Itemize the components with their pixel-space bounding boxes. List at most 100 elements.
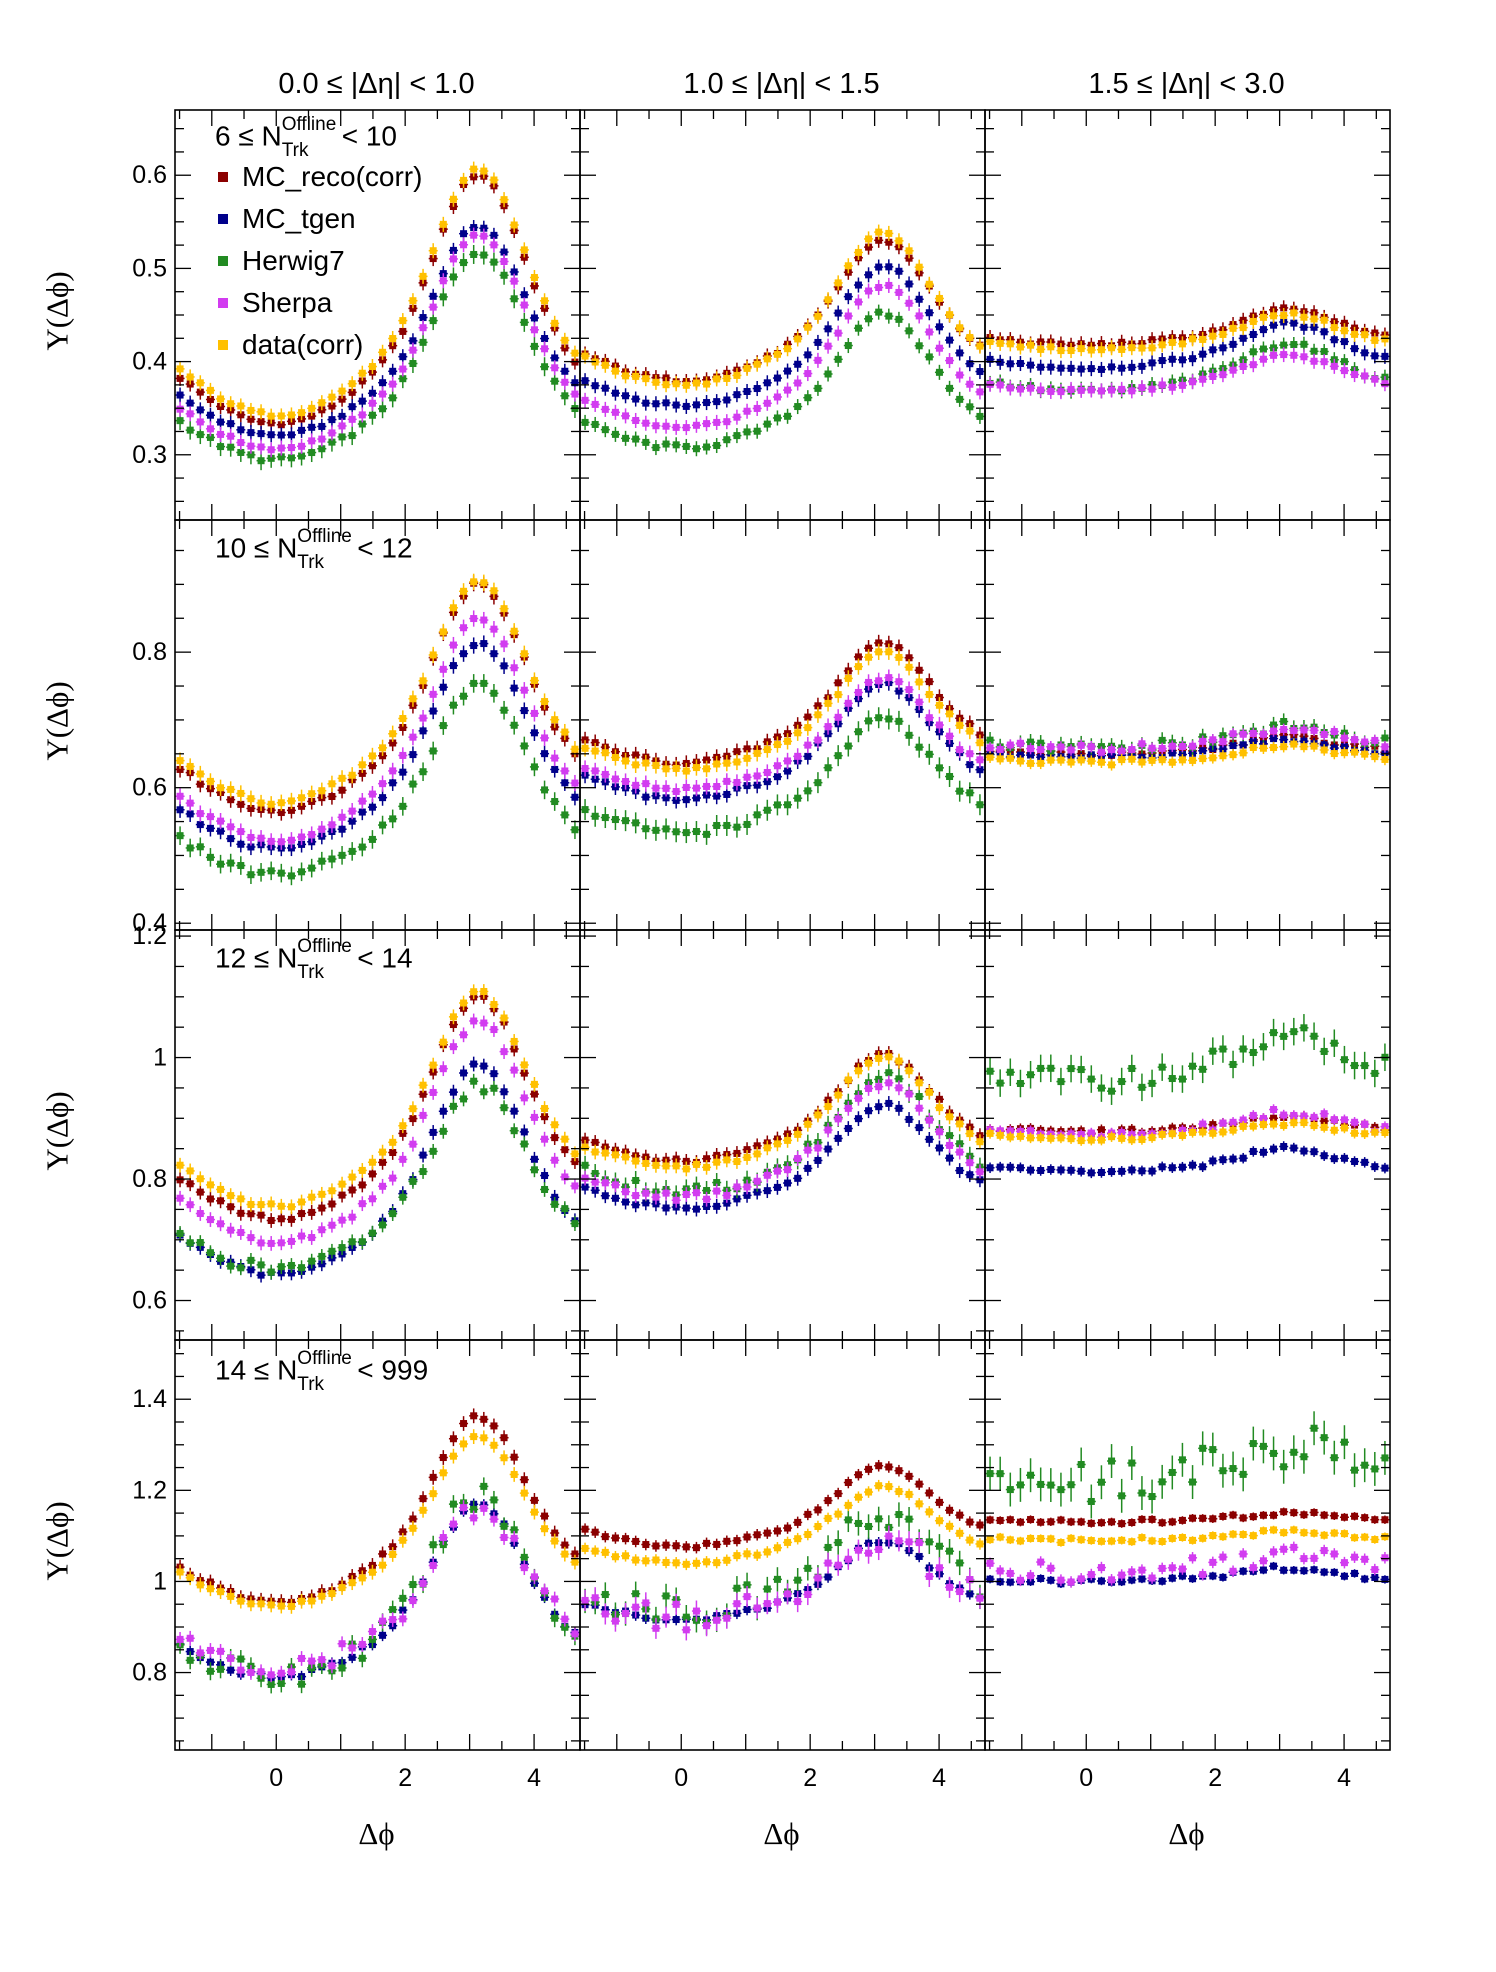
data-point-mc-tgen <box>389 779 397 787</box>
data-point-mc-reco-corr- <box>885 238 893 246</box>
data-point-mc-tgen <box>581 1183 589 1191</box>
data-point-mc-reco-corr- <box>399 327 407 335</box>
data-point-data-corr- <box>358 1166 366 1174</box>
data-point-mc-reco-corr- <box>915 666 923 674</box>
data-point-sherpa <box>308 437 316 445</box>
data-point-data-corr- <box>348 1173 356 1181</box>
data-point-sherpa <box>581 765 589 773</box>
data-point-mc-tgen <box>571 379 579 387</box>
data-point-herwig7 <box>905 327 913 335</box>
data-point-mc-tgen <box>784 367 792 375</box>
data-point-mc-tgen <box>834 1134 842 1142</box>
data-point-sherpa <box>1239 730 1247 738</box>
data-point-data-corr- <box>217 784 225 792</box>
data-point-sherpa <box>237 439 245 447</box>
data-point-sherpa <box>905 299 913 307</box>
data-point-data-corr- <box>551 1121 559 1129</box>
data-point-sherpa <box>237 1229 245 1237</box>
data-point-mc-tgen <box>1057 1166 1065 1174</box>
data-point-mc-reco-corr- <box>561 344 569 352</box>
data-point-mc-reco-corr- <box>338 786 346 794</box>
data-point-sherpa <box>389 380 397 388</box>
data-point-sherpa <box>905 1090 913 1098</box>
data-point-mc-reco-corr- <box>368 762 376 770</box>
data-point-data-corr- <box>692 379 700 387</box>
data-point-mc-tgen <box>338 825 346 833</box>
data-point-data-corr- <box>480 167 488 175</box>
data-point-mc-reco-corr- <box>237 1209 245 1217</box>
data-point-sherpa <box>1138 384 1146 392</box>
data-point-data-corr- <box>237 402 245 410</box>
data-point-herwig7 <box>257 868 265 876</box>
data-point-mc-tgen <box>247 843 255 851</box>
data-point-mc-tgen <box>723 396 731 404</box>
data-point-sherpa <box>186 410 194 418</box>
data-point-sherpa <box>915 698 923 706</box>
data-point-herwig7 <box>409 1177 417 1185</box>
data-point-data-corr- <box>318 1190 326 1198</box>
data-point-herwig7 <box>429 1147 437 1155</box>
data-point-data-corr- <box>1239 324 1247 332</box>
data-point-herwig7 <box>237 1264 245 1272</box>
data-point-data-corr- <box>530 274 538 282</box>
data-point-data-corr- <box>1057 347 1065 355</box>
data-point-sherpa <box>794 752 802 760</box>
data-point-data-corr- <box>1189 756 1197 764</box>
data-point-herwig7 <box>541 1185 549 1193</box>
data-point-sherpa <box>470 615 478 623</box>
data-point-herwig7 <box>399 375 407 383</box>
data-point-herwig7 <box>1310 347 1318 355</box>
data-point-sherpa <box>389 1174 397 1182</box>
data-point-mc-reco-corr- <box>733 1149 741 1157</box>
data-point-herwig7 <box>824 370 832 378</box>
data-point-herwig7 <box>510 1127 518 1135</box>
data-point-sherpa <box>541 734 549 742</box>
data-point-mc-tgen <box>1148 1167 1156 1175</box>
data-point-data-corr- <box>611 1151 619 1159</box>
data-point-mc-reco-corr- <box>348 388 356 396</box>
data-point-mc-tgen <box>186 810 194 818</box>
data-point-mc-tgen <box>834 309 842 317</box>
data-point-mc-tgen <box>460 650 468 658</box>
data-point-herwig7 <box>287 454 295 462</box>
data-point-sherpa <box>794 1155 802 1163</box>
data-point-sherpa <box>1340 734 1348 742</box>
data-point-mc-tgen <box>1361 349 1369 357</box>
data-point-sherpa <box>743 407 751 415</box>
data-point-data-corr- <box>1219 330 1227 338</box>
data-point-herwig7 <box>267 867 275 875</box>
data-point-data-corr- <box>1128 755 1136 763</box>
data-point-data-corr- <box>743 754 751 762</box>
data-point-mc-tgen <box>217 827 225 835</box>
data-point-data-corr- <box>1168 758 1176 766</box>
data-point-mc-tgen <box>176 391 184 399</box>
data-point-mc-reco-corr- <box>379 1158 387 1166</box>
data-point-data-corr- <box>1016 343 1024 351</box>
data-point-sherpa <box>541 345 549 353</box>
data-point-data-corr- <box>966 333 974 341</box>
data-point-mc-tgen <box>1351 345 1359 353</box>
data-point-sherpa <box>743 1183 751 1191</box>
data-point-sherpa <box>500 257 508 265</box>
data-point-sherpa <box>885 674 893 682</box>
data-point-mc-tgen <box>379 379 387 387</box>
data-point-sherpa <box>632 781 640 789</box>
data-point-herwig7 <box>601 814 609 822</box>
data-point-sherpa <box>287 1237 295 1245</box>
data-point-herwig7 <box>703 830 711 838</box>
data-point-sherpa <box>662 784 670 792</box>
data-point-herwig7 <box>935 764 943 772</box>
data-point-data-corr- <box>966 727 974 735</box>
data-point-mc-reco-corr- <box>449 1021 457 1029</box>
data-point-mc-tgen <box>743 387 751 395</box>
data-point-herwig7 <box>277 453 285 461</box>
data-point-herwig7 <box>389 394 397 402</box>
data-point-mc-tgen <box>885 263 893 271</box>
data-point-herwig7 <box>176 1229 184 1237</box>
data-point-mc-reco-corr- <box>257 418 265 426</box>
data-point-herwig7 <box>622 434 630 442</box>
data-point-mc-reco-corr- <box>217 402 225 410</box>
data-point-sherpa <box>1027 384 1035 392</box>
data-point-data-corr- <box>196 1175 204 1183</box>
data-point-data-corr- <box>814 711 822 719</box>
